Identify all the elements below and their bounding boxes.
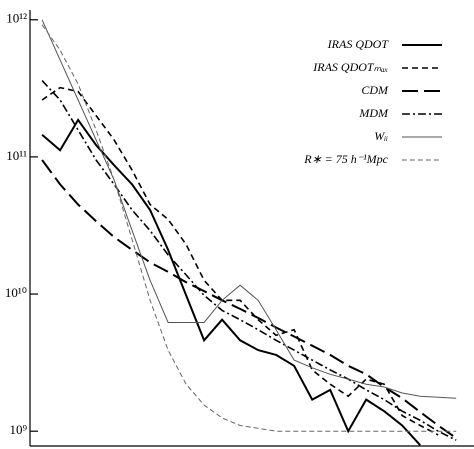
legend-label: CDM [361,83,389,97]
data-line [41,86,439,436]
legend-label: R∗ = 75 h⁻¹Mpc [303,152,388,166]
legend-label: IRAS QDOT [327,37,390,51]
data-line [41,24,457,432]
y-tick-label: 10⁹ [9,422,27,437]
y-tick-label: 10¹² [6,11,27,26]
y-tick-label: 10¹⁰ [5,285,27,300]
data-line [41,80,457,441]
data-line [41,159,457,439]
data-line [41,118,421,446]
legend-label: Wᵢᵢ [374,129,388,143]
legend-label: MDM [358,106,389,120]
legend-label: IRAS QDOTₘₐₓ [312,60,388,74]
y-tick-label: 10¹¹ [6,148,27,163]
data-line [41,19,457,399]
